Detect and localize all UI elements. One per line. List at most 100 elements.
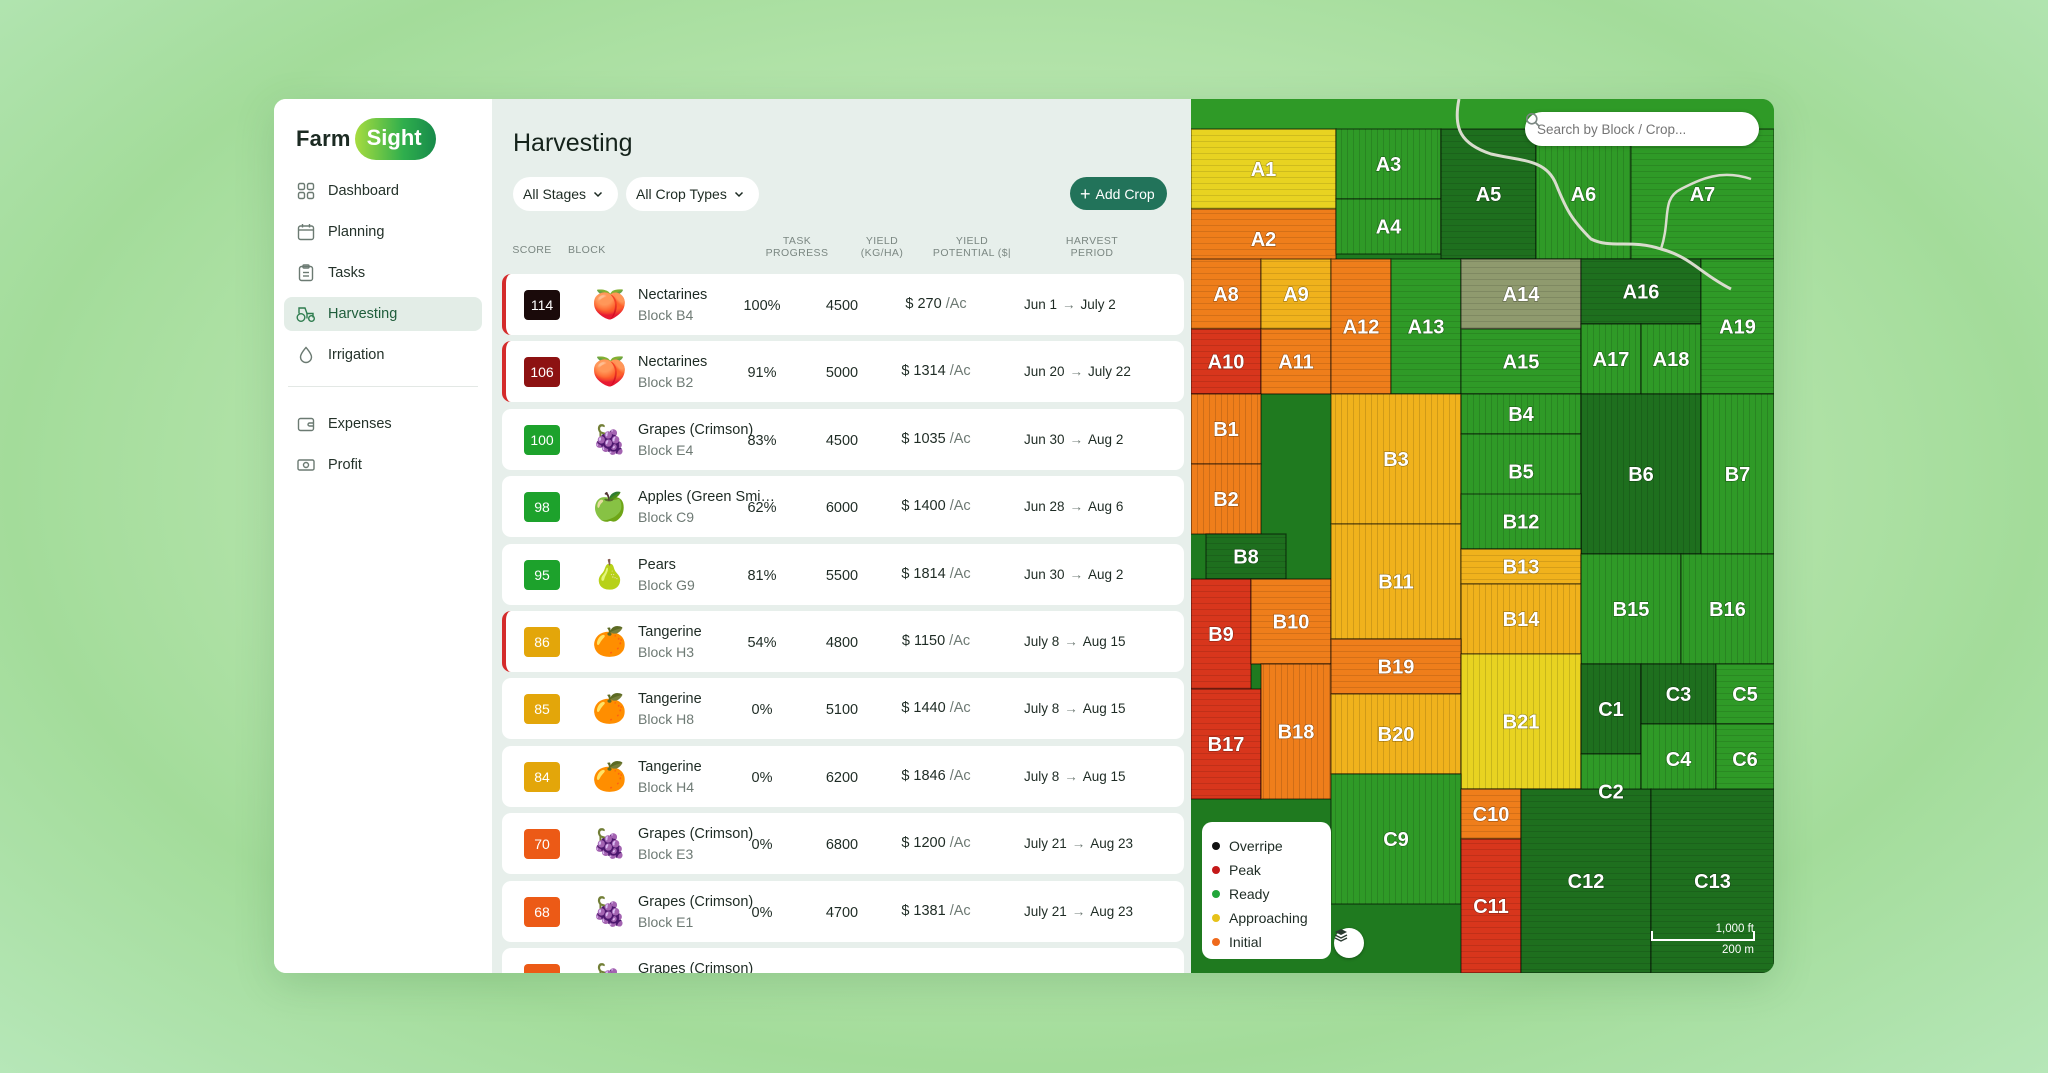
score-badge: 70 — [524, 829, 560, 860]
map-block-label: B6 — [1628, 464, 1654, 486]
map-block-label: A10 — [1208, 352, 1245, 374]
stages-filter-dropdown[interactable]: All Stages — [513, 177, 619, 211]
map-block-texture — [1261, 259, 1331, 329]
map-block-texture — [1536, 129, 1631, 259]
sidebar-item-tasks[interactable]: Tasks — [284, 256, 482, 290]
sidebar-item-irrigation[interactable]: Irrigation — [284, 338, 482, 372]
table-row[interactable]: 70 🍇 Grapes (Crimson) Block E3 0% 6800 $… — [502, 813, 1184, 875]
table-row[interactable]: 68 🍇 Grapes (Crimson) Block E1 0% 4700 $… — [502, 880, 1184, 942]
map-block-texture — [1716, 724, 1774, 794]
map-block-label: C13 — [1694, 871, 1731, 893]
column-header-yield-potential[interactable]: YIELD POTENTIAL ($| — [922, 235, 1022, 259]
yield-value: 5000 — [825, 365, 859, 382]
column-header-score[interactable]: SCORE — [512, 244, 552, 256]
yield-potential: $ 1150 /Ac — [866, 633, 1006, 649]
map-block-texture — [1331, 259, 1391, 394]
block-name: Block B4 — [638, 307, 694, 323]
map-block-texture — [1331, 694, 1461, 774]
map-block-texture — [1331, 774, 1461, 904]
fruit-icon: 🍇 — [592, 423, 627, 455]
sidebar-item-dashboard[interactable]: Dashboard — [284, 174, 482, 208]
yield-value: 4500 — [825, 432, 859, 449]
table-row[interactable]: 106 🍑 Nectarines Block B2 91% 5000 $ 131… — [502, 341, 1184, 403]
legend-label: Overripe — [1229, 838, 1283, 854]
score-badge: 106 — [524, 357, 560, 388]
map-block-label: B4 — [1508, 404, 1534, 426]
map-block-label: C10 — [1473, 804, 1510, 826]
column-header-block[interactable]: BLOCK — [568, 244, 606, 256]
map-block-label: A12 — [1343, 317, 1380, 339]
table-row[interactable]: 100 🍇 Grapes (Crimson) Block E4 83% 4500… — [502, 408, 1184, 470]
sidebar-item-planning[interactable]: Planning — [284, 215, 482, 249]
per-acre-unit: /Ac — [949, 632, 971, 649]
yield-potential-value: $ 1150 — [901, 632, 946, 649]
map-block-label: A11 — [1278, 352, 1314, 374]
table-row[interactable]: 95 🍐 Pears Block G9 81% 5500 $ 1814 /Ac … — [502, 543, 1184, 605]
column-header-task-progress[interactable]: TASK PROGRESS — [757, 235, 837, 259]
crop-type-filter-dropdown[interactable]: All Crop Types — [626, 177, 759, 211]
layers-button[interactable] — [1334, 928, 1364, 958]
sidebar-item-profit[interactable]: Profit — [284, 448, 482, 482]
app-window: Farm Sight Dashboard Planning Tasks — [274, 99, 1774, 973]
per-acre-unit: /Ac — [945, 296, 967, 312]
table-row[interactable]: 🍇 Grapes (Crimson) — [502, 947, 1184, 973]
map-block-label: B7 — [1725, 464, 1751, 486]
map-block-texture — [1701, 394, 1774, 554]
yield-potential-value: $ 1814 — [901, 565, 946, 582]
per-acre-unit: /Ac — [949, 767, 971, 784]
column-header-yield[interactable]: YIELD (KG/HA) — [842, 235, 922, 259]
table-row[interactable]: 85 🍊 Tangerine Block H8 0% 5100 $ 1440 /… — [502, 678, 1184, 740]
logo[interactable]: Farm Sight — [296, 116, 436, 162]
harvest-start: Jun 1 — [1024, 297, 1058, 312]
search-icon — [1526, 113, 1541, 128]
map-block-texture — [1461, 839, 1521, 973]
map-block-texture — [1581, 259, 1701, 324]
search-input[interactable] — [1537, 121, 1717, 137]
block-name: Block C9 — [638, 509, 695, 526]
scale-feet-label: 1,000 ft — [1715, 923, 1754, 935]
harvest-end: Aug 6 — [1088, 499, 1124, 515]
harvest-period: Jun 20 → July 22 — [1012, 364, 1172, 379]
task-progress: 91% — [747, 365, 777, 382]
block-search-box[interactable] — [1525, 112, 1759, 146]
column-header-harvest-period[interactable]: HARVEST PERIOD — [1042, 235, 1142, 259]
map-block-label: B2 — [1213, 489, 1239, 511]
map-block-texture — [1331, 524, 1461, 639]
table-row[interactable]: 86 🍊 Tangerine Block H3 54% 4800 $ 1150 … — [502, 610, 1184, 672]
score-badge: 95 — [524, 559, 560, 590]
harvest-start: Jun 30 — [1024, 431, 1065, 447]
arrow-right-icon: → — [1064, 633, 1078, 649]
map-block-label: B11 — [1378, 572, 1414, 594]
wallet-icon — [296, 414, 316, 434]
fruit-icon: 🍇 — [592, 962, 627, 973]
map-block-texture — [1581, 554, 1681, 664]
score-badge: 98 — [524, 492, 560, 523]
block-name: Block H8 — [638, 711, 695, 728]
arrow-right-icon: → — [1064, 701, 1078, 717]
yield-value: 5500 — [825, 567, 859, 584]
farm-map[interactable]: A1 A2 A3 A4 A5 A6 A7 A8 A9 A10 A11 A12 A13 A14 A15 A16 A… — [1191, 99, 1774, 973]
map-block-label: B9 — [1208, 624, 1234, 646]
map-block-label: A14 — [1503, 284, 1541, 306]
map-block-label: B21 — [1503, 712, 1540, 734]
sidebar-item-harvesting[interactable]: Harvesting — [284, 297, 482, 331]
yield-potential: $ 1846 /Ac — [866, 768, 1006, 784]
satellite-map[interactable]: A1 A2 A3 A4 A5 A6 A7 A8 A9 A10 A11 A12 A13 A14 A15 A16 A… — [1191, 99, 1774, 973]
sidebar-item-expenses[interactable]: Expenses — [284, 407, 482, 441]
task-progress: 0% — [751, 702, 773, 719]
column-header-text: YIELD — [865, 235, 899, 247]
crop-name: Grapes (Crimson) — [638, 960, 754, 973]
column-header-text: YIELD — [955, 235, 989, 247]
table-row[interactable]: 84 🍊 Tangerine Block H4 0% 6200 $ 1846 /… — [502, 745, 1184, 807]
legend-dot — [1212, 890, 1220, 898]
harvest-start: July 8 — [1024, 701, 1060, 717]
table-row[interactable]: 98 🍏 Apples (Green Smith) Block C9 62% 6… — [502, 476, 1184, 538]
add-crop-button[interactable]: + Add Crop — [1070, 177, 1167, 210]
harvest-start: Jun 20 — [1024, 364, 1065, 380]
map-block-label: B18 — [1278, 722, 1315, 744]
table-row[interactable]: 114 🍑 Nectarines Block B4 100% 4500 $ 27… — [502, 274, 1184, 335]
legend-label: Peak — [1229, 862, 1261, 878]
block-name: Block H3 — [638, 643, 695, 660]
map-block-label: B14 — [1503, 609, 1541, 631]
harvest-table: 114 🍑 Nectarines Block B4 100% 4500 $ 27… — [502, 274, 1184, 973]
